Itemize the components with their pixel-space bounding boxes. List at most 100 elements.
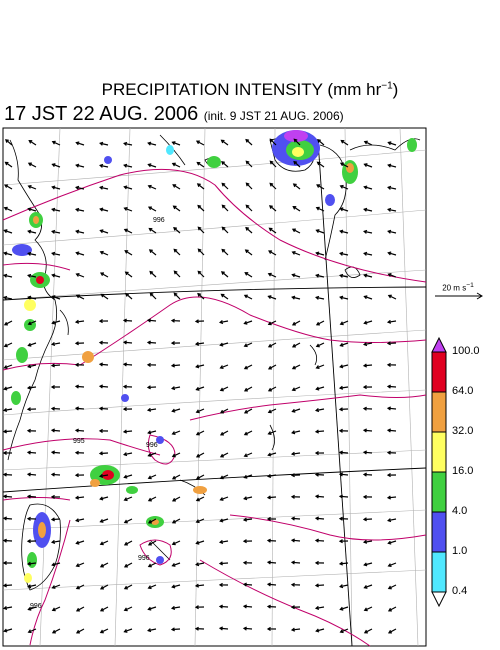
wind-vector	[122, 384, 133, 389]
wind-vector	[220, 271, 229, 278]
wind-vector	[386, 341, 397, 346]
wind-vector	[245, 204, 253, 212]
wind-vector	[363, 229, 373, 234]
wind-vector	[314, 605, 325, 610]
wind-vector	[51, 584, 61, 589]
wind-vector	[219, 364, 229, 370]
wind-vector	[194, 626, 205, 631]
wind-vector	[339, 606, 349, 611]
wind-vector	[386, 428, 397, 433]
wind-vector	[51, 628, 61, 634]
wind-vector	[363, 562, 373, 567]
wind-vector	[2, 516, 13, 521]
wind-vector	[195, 562, 205, 567]
wind-vector	[339, 207, 349, 212]
wind-vector	[3, 229, 13, 234]
wind-vector	[173, 292, 181, 300]
wind-vector	[197, 270, 205, 278]
wind-vector	[196, 161, 205, 168]
wind-vector	[122, 407, 133, 412]
wind-vector	[220, 139, 229, 146]
wind-vector	[75, 207, 85, 212]
wind-vector	[338, 450, 349, 455]
wind-vector	[99, 496, 109, 501]
wind-vector	[99, 163, 109, 168]
wind-vector	[245, 182, 253, 190]
wind-vector	[146, 362, 157, 367]
wind-vector	[387, 584, 397, 590]
wind-vector	[292, 183, 301, 190]
wind-vector	[2, 472, 13, 477]
wind-vector	[338, 407, 349, 412]
reference-lines	[2, 139, 427, 647]
wind-vector	[171, 408, 181, 413]
wind-vector	[363, 342, 373, 347]
wind-vector	[2, 560, 13, 566]
wind-vector	[51, 163, 61, 168]
wind-vector	[123, 606, 133, 612]
wind-vector	[170, 605, 181, 610]
wind-vector	[27, 184, 37, 190]
wind-vector	[123, 185, 133, 190]
wind-vector	[245, 226, 253, 234]
wind-vector	[267, 320, 277, 326]
wind-vector	[387, 207, 397, 212]
wind-vector	[125, 292, 133, 300]
wind-vector	[147, 206, 157, 212]
wind-vector	[98, 451, 109, 456]
wind-vector	[219, 430, 229, 436]
wind-vector	[267, 408, 277, 414]
wind-vector	[194, 319, 205, 324]
wind-vector	[314, 408, 325, 413]
wind-vector	[314, 472, 325, 477]
wind-vector	[269, 182, 277, 190]
wind-vector	[75, 584, 85, 590]
wind-vector	[338, 494, 349, 499]
wind-vector	[387, 163, 397, 168]
wind-vector	[149, 270, 157, 278]
wind-vector	[242, 560, 253, 565]
wind-vector	[339, 364, 349, 369]
wind-vector	[315, 320, 325, 326]
wind-vector	[123, 163, 133, 168]
wind-vector	[26, 407, 37, 412]
wind-vector	[74, 428, 85, 433]
wind-vector	[146, 385, 157, 390]
wind-vector	[2, 605, 13, 611]
wind-vector	[148, 227, 157, 234]
wind-vector	[387, 141, 397, 146]
wind-vector	[363, 584, 373, 589]
wind-vector	[2, 450, 13, 456]
wind-vector	[27, 342, 37, 347]
wind-vector	[338, 385, 349, 390]
wind-vector	[266, 495, 277, 500]
wind-vector	[314, 516, 325, 521]
wind-vector	[387, 273, 397, 278]
wind-vector	[26, 385, 37, 390]
wind-vector	[173, 248, 181, 256]
wind-vector	[266, 538, 277, 543]
colorbar-label: 0.4	[452, 585, 468, 597]
wind-vector	[74, 319, 85, 324]
wind-vector	[291, 228, 301, 234]
wind-vector	[290, 451, 301, 456]
wind-vector	[339, 320, 349, 326]
wind-vector	[147, 474, 157, 480]
wind-vector	[197, 204, 205, 212]
wind-vector	[27, 584, 37, 589]
colorbar-segment	[431, 471, 447, 513]
wind-vector	[172, 205, 181, 212]
wind-vector	[195, 430, 205, 436]
wind-vector	[387, 606, 397, 612]
wind-vector	[243, 364, 253, 370]
colorbar-segment	[431, 511, 447, 553]
wind-vector	[74, 341, 85, 346]
wind-vector	[243, 386, 253, 392]
wind-vector	[74, 450, 85, 455]
wind-vector	[268, 227, 277, 234]
wind-vector	[363, 163, 373, 168]
wind-vector	[266, 473, 277, 479]
wind-vector	[123, 141, 133, 146]
wind-vector	[27, 251, 37, 256]
wind-vector	[316, 161, 325, 168]
